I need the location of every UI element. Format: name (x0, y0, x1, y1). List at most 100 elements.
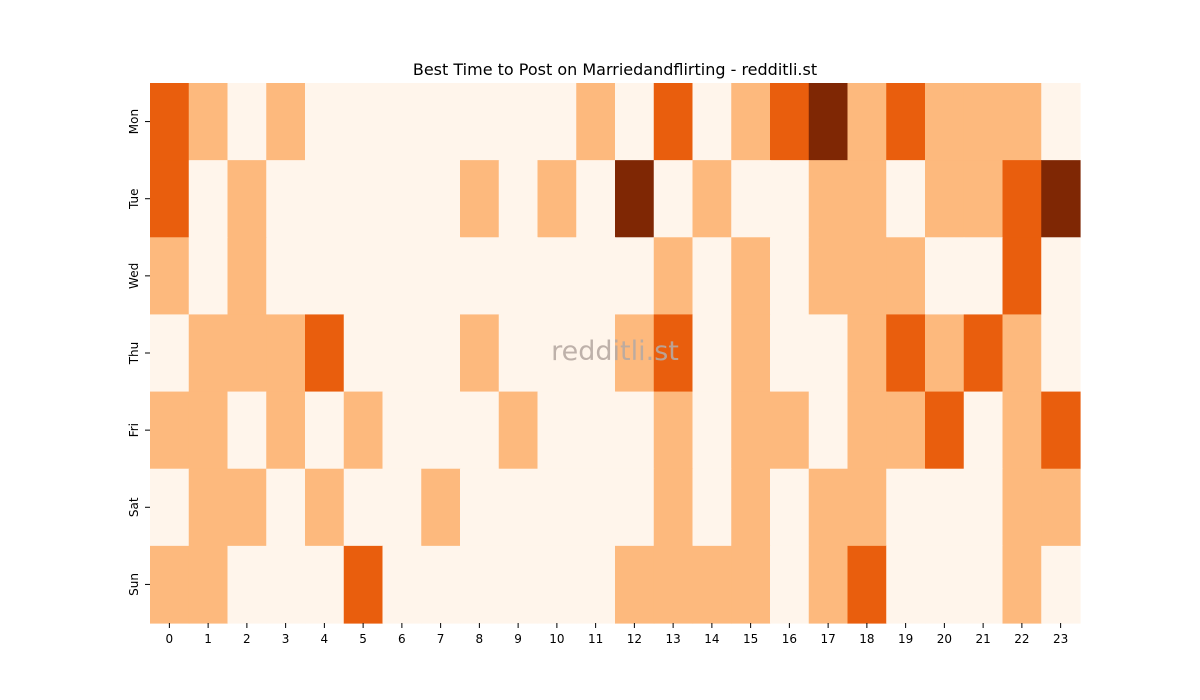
heatmap-cell-mon-4 (305, 83, 345, 161)
chart-title: Best Time to Post on Marriedandflirting … (412, 60, 818, 79)
heatmap-cell-mon-7 (421, 83, 461, 161)
heatmap-cell-mon-20 (925, 83, 965, 161)
heatmap-cell-thu-16 (770, 314, 810, 393)
heatmap-cell-wed-5 (343, 237, 384, 316)
heatmap-cell-wed-8 (460, 237, 500, 316)
heatmap-cell-mon-22 (1002, 83, 1042, 161)
heatmap-cell-tue-11 (576, 160, 616, 238)
heatmap-cell-sat-4 (305, 468, 345, 547)
heatmap-cell-wed-14 (692, 237, 732, 316)
heatmap-cell-thu-5 (343, 314, 384, 393)
heatmap-cell-thu-4 (305, 314, 345, 393)
heatmap-cell-thu-18 (847, 314, 887, 393)
x-tick-label-21: 21 (975, 632, 990, 646)
heatmap-cell-thu-20 (925, 314, 965, 393)
heatmap-cell-sat-17 (808, 468, 849, 547)
heatmap-cell-wed-9 (498, 237, 539, 316)
heatmap-cell-sun-12 (615, 545, 655, 624)
heatmap-cell-sat-10 (537, 468, 577, 547)
heatmap-cell-fri-18 (847, 391, 887, 470)
heatmap-cell-sun-8 (460, 545, 500, 624)
heatmap-cell-mon-21 (963, 83, 1004, 161)
heatmap-cell-tue-9 (498, 160, 539, 238)
heatmap-cell-thu-12 (615, 314, 655, 393)
heatmap-cell-fri-7 (421, 391, 461, 470)
x-tick-label-3: 3 (282, 632, 290, 646)
y-tick-label-wed: Wed (127, 263, 141, 289)
heatmap-cell-fri-9 (498, 391, 539, 470)
y-tick-label-tue: Tue (127, 188, 141, 210)
heatmap-cell-tue-21 (963, 160, 1004, 238)
heatmap-cell-sun-7 (421, 545, 461, 624)
heatmap-cell-mon-19 (886, 83, 926, 161)
heatmap-cell-sun-21 (963, 545, 1004, 624)
heatmap-cell-mon-14 (692, 83, 732, 161)
heatmap-cell-thu-1 (188, 314, 229, 393)
heatmap-cell-fri-13 (653, 391, 694, 470)
heatmap-cell-sun-19 (886, 545, 926, 624)
x-tick-label-20: 20 (937, 632, 952, 646)
heatmap-cell-mon-0 (150, 83, 190, 161)
heatmap-cell-sat-16 (770, 468, 810, 547)
heatmap-cell-mon-17 (808, 83, 849, 161)
heatmap-cell-mon-13 (653, 83, 694, 161)
heatmap-cell-thu-10 (537, 314, 577, 393)
y-tick-label-fri: Fri (127, 423, 141, 437)
heatmap-cell-sat-12 (615, 468, 655, 547)
heatmap-cell-sat-0 (150, 468, 190, 547)
heatmap-cell-sat-15 (731, 468, 771, 547)
heatmap-cell-mon-6 (382, 83, 422, 161)
heatmap-cell-wed-12 (615, 237, 655, 316)
heatmap-cell-mon-9 (498, 83, 539, 161)
heatmap-cell-tue-17 (808, 160, 849, 238)
heatmap-cell-wed-17 (808, 237, 849, 316)
heatmap-cell-sun-0 (150, 545, 190, 624)
heatmap-cell-tue-1 (188, 160, 229, 238)
heatmap-cell-sun-14 (692, 545, 732, 624)
x-tick-label-2: 2 (243, 632, 251, 646)
heatmap-cell-mon-18 (847, 83, 887, 161)
heatmap-cell-mon-23 (1041, 83, 1081, 161)
heatmap-cell-wed-20 (925, 237, 965, 316)
heatmap-cell-sun-10 (537, 545, 577, 624)
x-tick-label-8: 8 (476, 632, 484, 646)
y-tick-label-sun: Sun (127, 573, 141, 596)
heatmap-cell-wed-21 (963, 237, 1004, 316)
heatmap-cell-thu-7 (421, 314, 461, 393)
x-tick-label-7: 7 (437, 632, 445, 646)
heatmap-cell-sat-7 (421, 468, 461, 547)
heatmap-cell-sat-21 (963, 468, 1004, 547)
heatmap-cell-wed-2 (227, 237, 267, 316)
heatmap-cell-tue-19 (886, 160, 926, 238)
heatmap-cell-sat-3 (266, 468, 306, 547)
x-tick-label-19: 19 (898, 632, 913, 646)
heatmap-cell-fri-12 (615, 391, 655, 470)
heatmap-cell-tue-0 (150, 160, 190, 238)
x-tick-label-10: 10 (549, 632, 564, 646)
heatmap-cell-wed-18 (847, 237, 887, 316)
heatmap-cell-fri-20 (925, 391, 965, 470)
heatmap-cell-thu-0 (150, 314, 190, 393)
x-tick-label-17: 17 (820, 632, 835, 646)
heatmap-cell-tue-22 (1002, 160, 1042, 238)
heatmap-cell-tue-4 (305, 160, 345, 238)
heatmap-cell-fri-21 (963, 391, 1004, 470)
heatmap-cell-fri-3 (266, 391, 306, 470)
x-tick-label-1: 1 (204, 632, 212, 646)
heatmap-cell-wed-23 (1041, 237, 1081, 316)
heatmap-cell-fri-4 (305, 391, 345, 470)
heatmap-cell-wed-16 (770, 237, 810, 316)
heatmap-cell-sun-16 (770, 545, 810, 624)
heatmap-cell-tue-5 (343, 160, 384, 238)
heatmap-cell-thu-6 (382, 314, 422, 393)
heatmap-cell-fri-1 (188, 391, 229, 470)
heatmap-cell-wed-15 (731, 237, 771, 316)
heatmap-cell-sat-8 (460, 468, 500, 547)
heatmap-cell-thu-21 (963, 314, 1004, 393)
heatmap-cell-thu-14 (692, 314, 732, 393)
heatmap-cell-sun-18 (847, 545, 887, 624)
heatmap-cell-fri-23 (1041, 391, 1081, 470)
heatmap-cell-mon-2 (227, 83, 267, 161)
heatmap-cell-thu-15 (731, 314, 771, 393)
